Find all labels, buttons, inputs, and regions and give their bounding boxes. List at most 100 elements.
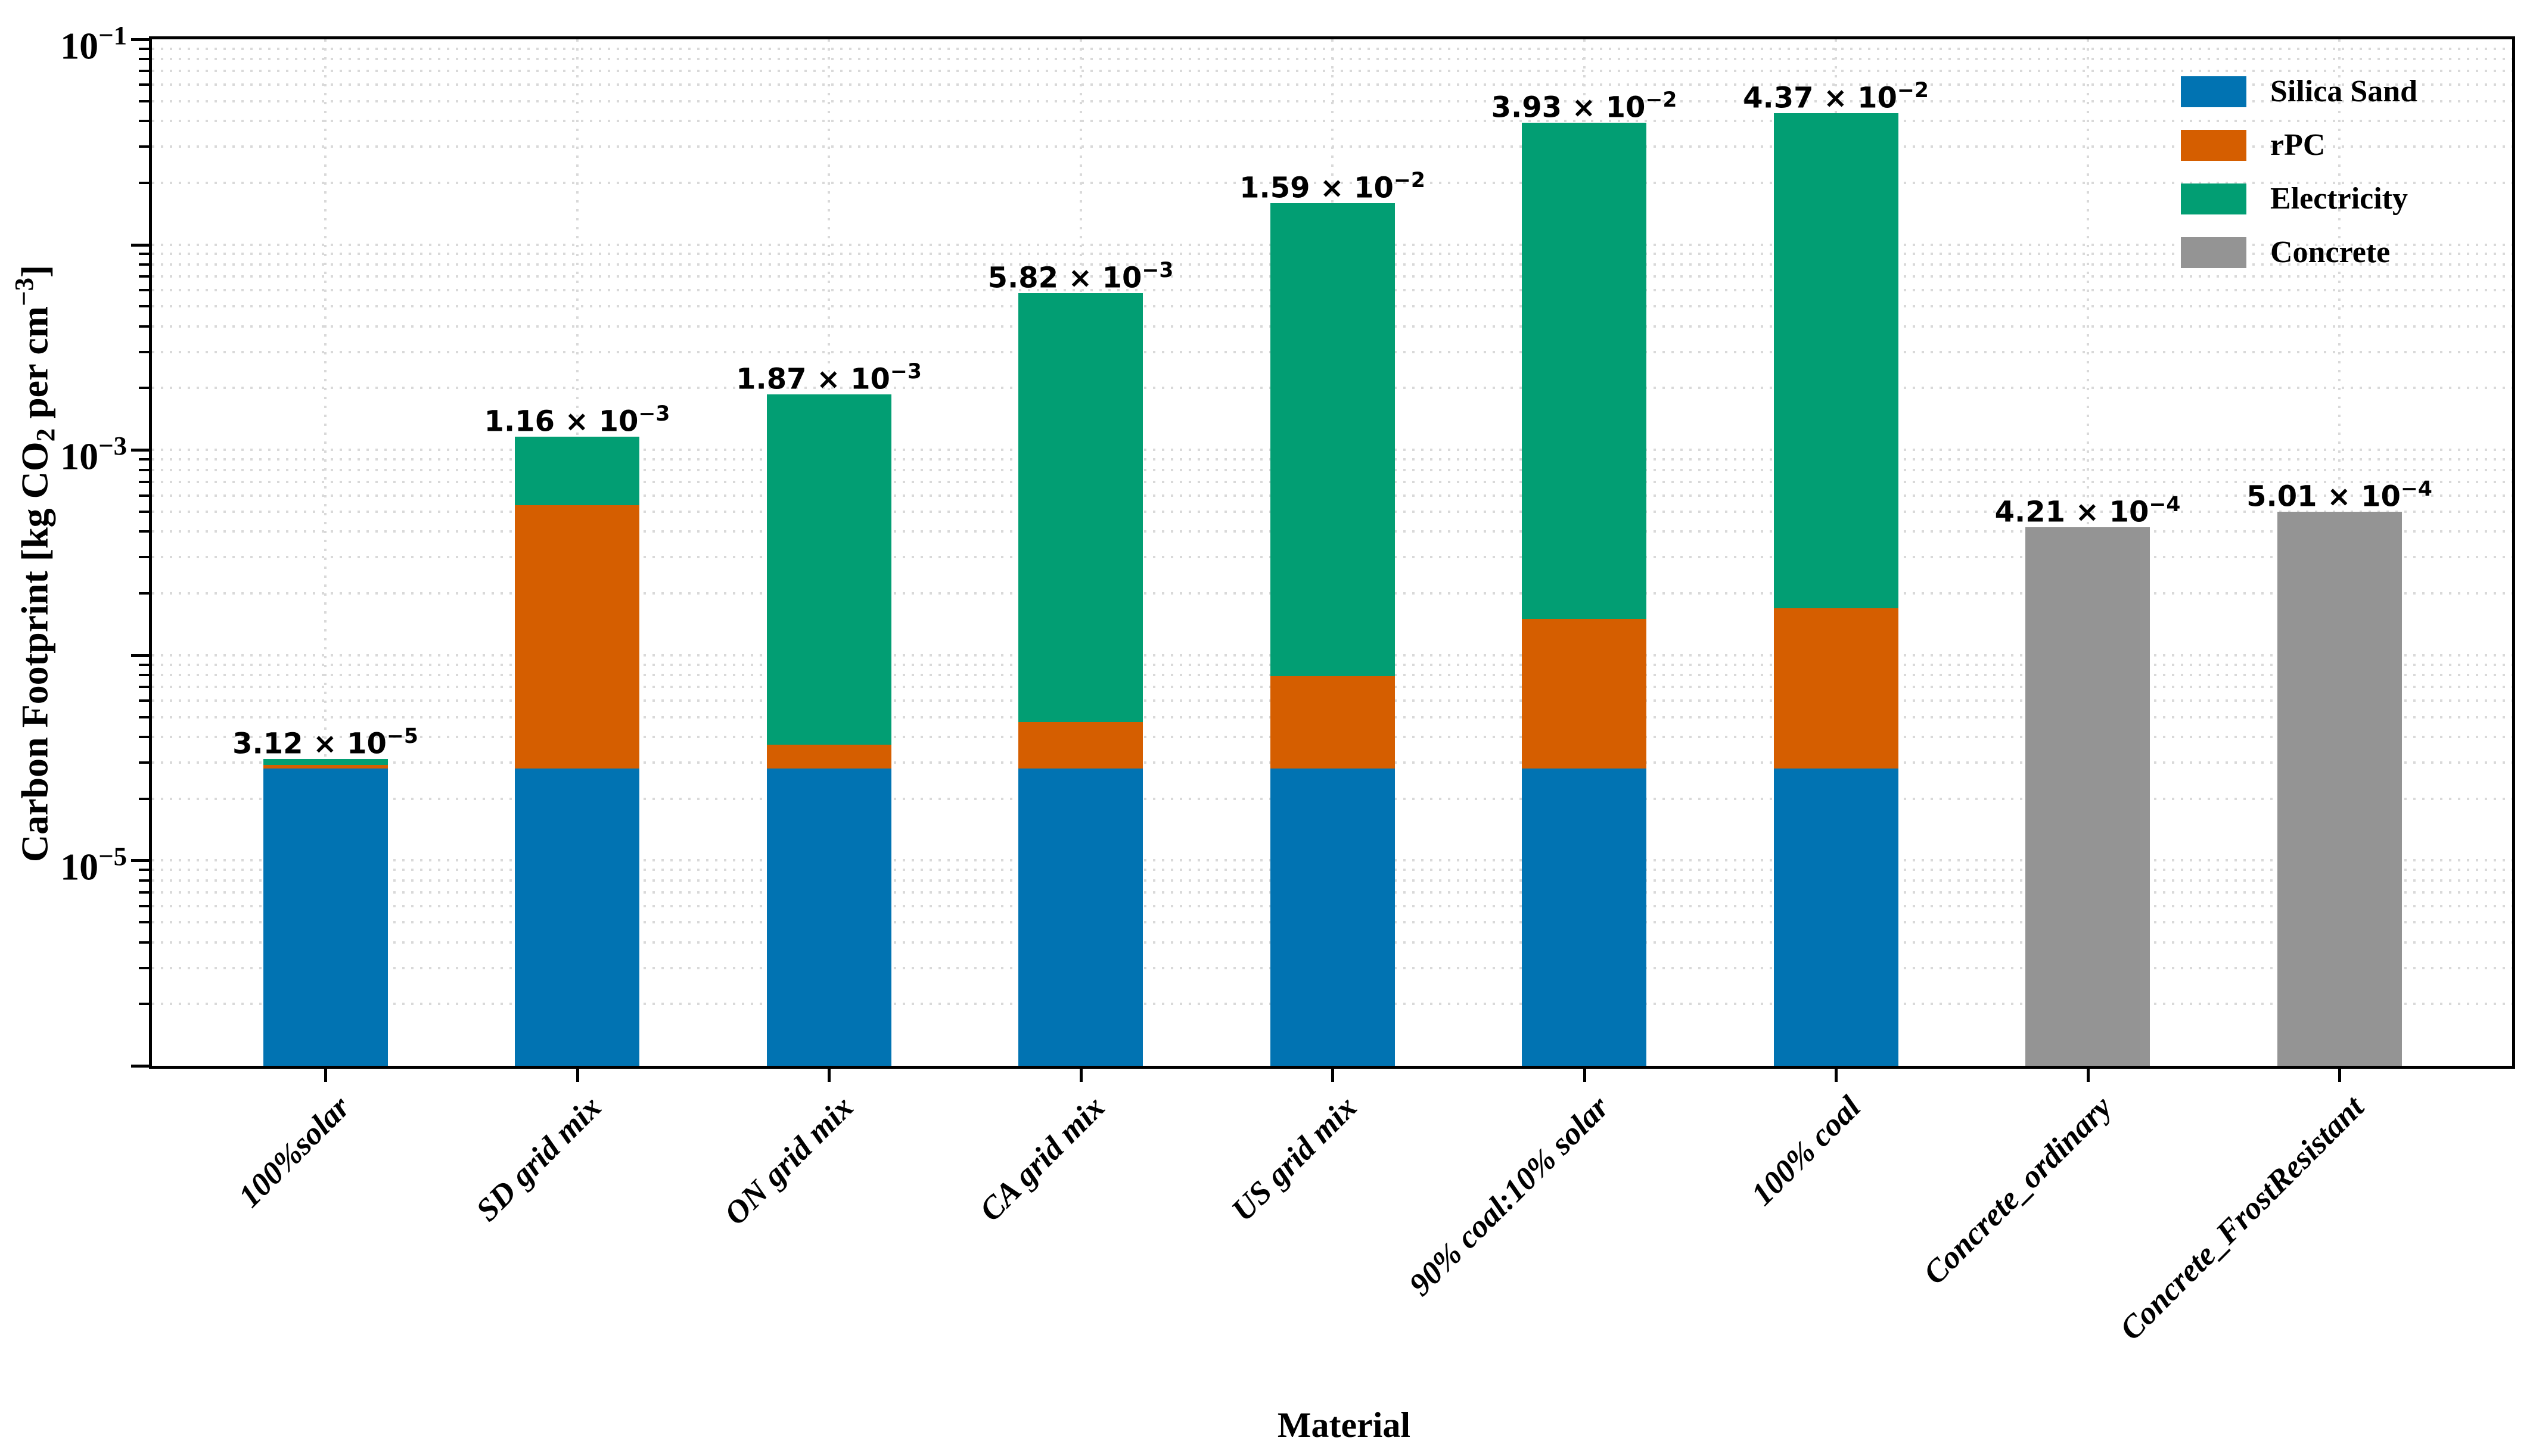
- exponent: −3: [890, 359, 922, 384]
- y-axis-minor-tick: [139, 350, 149, 353]
- y-axis-minor-tick: [139, 99, 149, 102]
- subscript: 2: [30, 428, 60, 441]
- y-axis-minor-tick: [139, 58, 149, 61]
- bar-value-label-3: 1.87 × 10−3: [736, 359, 922, 396]
- y-axis-minor-tick: [139, 941, 149, 944]
- legend-swatch: [2181, 76, 2246, 107]
- y-axis-minor-tick: [139, 263, 149, 266]
- y-axis-minor-tick: [139, 921, 149, 924]
- x-tick-label-4: CA grid mix: [972, 1089, 1112, 1228]
- y-axis-minor-tick: [139, 325, 149, 328]
- gridline-vertical: [324, 39, 327, 1066]
- legend-row-electricity: Electricity: [2181, 182, 2515, 216]
- bar-segment-electricity: [1522, 122, 1646, 620]
- y-axis-minor-tick: [139, 275, 149, 278]
- bar-segment-rpc: [766, 745, 891, 769]
- y-axis-minor-tick: [139, 869, 149, 872]
- legend-label: Electricity: [2270, 182, 2408, 216]
- bar-segment-rpc: [1018, 721, 1143, 769]
- legend-row-rpc: rPC: [2181, 128, 2515, 162]
- y-axis-minor-tick: [139, 686, 149, 689]
- y-axis-minor-tick: [139, 592, 149, 595]
- bar-segment-silica-sand: [1018, 769, 1143, 1066]
- y-axis-minor-tick: [139, 715, 149, 718]
- y-axis-minor-tick: [139, 494, 149, 497]
- y-axis-minor-tick: [139, 181, 149, 184]
- x-axis-tick: [324, 1069, 327, 1082]
- exponent: −3: [638, 402, 670, 426]
- y-axis-major-tick: [131, 654, 149, 657]
- exponent: −2: [1645, 88, 1677, 112]
- bar-segment-concrete: [2277, 511, 2402, 1066]
- y-axis-minor-tick: [139, 761, 149, 764]
- bar-segment-silica-sand: [1773, 769, 1898, 1066]
- x-axis-tick: [576, 1069, 579, 1082]
- y-axis-minor-tick: [139, 797, 149, 800]
- exponent: −2: [1897, 78, 1929, 102]
- y-axis-major-tick: [131, 1065, 149, 1068]
- bar-segment-silica-sand: [515, 769, 639, 1066]
- y-axis-minor-tick: [139, 305, 149, 308]
- bar-value-label-9: 5.01 × 10−4: [2246, 477, 2432, 513]
- legend-swatch: [2181, 237, 2246, 268]
- bar-value-label-7: 4.37 × 10−2: [1743, 78, 1929, 115]
- y-axis-minor-tick: [139, 966, 149, 969]
- exponent: −1: [98, 20, 127, 50]
- y-axis-minor-tick: [139, 83, 149, 86]
- exponent: −5: [386, 724, 418, 749]
- bar-segment-silica-sand: [766, 769, 891, 1066]
- bar-segment-rpc: [1773, 608, 1898, 769]
- y-axis-minor-tick: [139, 458, 149, 461]
- y-axis-minor-tick: [139, 530, 149, 533]
- bar-segment-concrete: [2025, 527, 2150, 1066]
- x-axis-title: Material: [1277, 1405, 1411, 1445]
- x-axis-tick: [1583, 1069, 1586, 1082]
- legend-row-concrete: Concrete: [2181, 235, 2515, 269]
- y-axis-minor-tick: [139, 145, 149, 148]
- y-axis-major-tick: [131, 449, 149, 452]
- plot-area: [149, 36, 2515, 1069]
- legend-swatch: [2181, 130, 2246, 161]
- y-axis-major-tick: [131, 859, 149, 863]
- bar-value-label-2: 1.16 × 10−3: [484, 402, 670, 438]
- y-axis-minor-tick: [139, 556, 149, 559]
- y-axis-minor-tick: [139, 735, 149, 738]
- x-tick-label-5: US grid mix: [1224, 1089, 1364, 1228]
- superscript: −3: [9, 277, 39, 306]
- x-axis-tick: [2338, 1069, 2341, 1082]
- y-axis-minor-tick: [139, 47, 149, 50]
- exponent: −4: [2149, 492, 2181, 517]
- y-axis-minor-tick: [139, 663, 149, 666]
- y-tick-label: 10−3: [60, 431, 127, 478]
- x-axis-tick: [1835, 1069, 1838, 1082]
- x-tick-label-2: SD grid mix: [469, 1089, 608, 1228]
- bar-segment-electricity: [1773, 113, 1898, 609]
- x-tick-label-1: 100%solar: [231, 1089, 357, 1215]
- bar-segment-rpc: [1270, 676, 1395, 769]
- bar-value-label-5: 1.59 × 10−2: [1239, 169, 1425, 205]
- legend-swatch: [2181, 183, 2246, 214]
- bar-segment-electricity: [1018, 293, 1143, 722]
- y-axis-minor-tick: [139, 468, 149, 471]
- y-axis-minor-tick: [139, 387, 149, 390]
- legend: Silica Sand rPC Electricity Concrete: [2181, 74, 2515, 315]
- bar-segment-rpc: [1522, 619, 1646, 769]
- bar-value-label-4: 5.82 × 10−3: [987, 258, 1174, 294]
- x-tick-label-8: Concrete_ordinary: [1916, 1089, 2119, 1292]
- bar-segment-electricity: [515, 436, 639, 506]
- bar-segment-rpc: [515, 505, 639, 769]
- legend-label: Silica Sand: [2270, 74, 2418, 108]
- y-axis-minor-tick: [139, 904, 149, 907]
- y-axis-minor-tick: [139, 480, 149, 483]
- y-axis-major-tick: [131, 38, 149, 41]
- y-axis-major-tick: [131, 243, 149, 247]
- bar-value-label-8: 4.21 × 10−4: [1994, 492, 2181, 528]
- legend-label: rPC: [2270, 128, 2326, 162]
- bar-segment-electricity: [766, 394, 891, 745]
- legend-label: Concrete: [2270, 235, 2391, 269]
- y-axis-minor-tick: [139, 674, 149, 677]
- y-axis-minor-tick: [139, 289, 149, 292]
- y-axis-title: Carbon Footprint [kg CO2 per cm−3]: [9, 265, 60, 862]
- y-axis-minor-tick: [139, 1003, 149, 1006]
